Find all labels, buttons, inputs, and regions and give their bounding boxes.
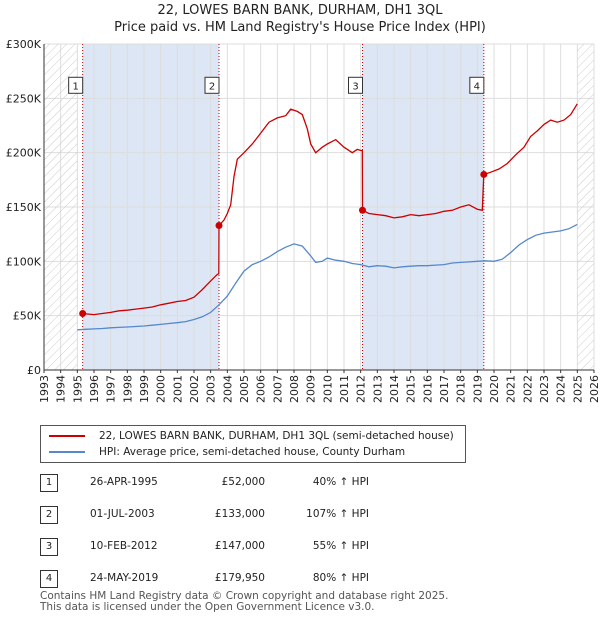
x-tick-label: 1996 [88, 375, 101, 403]
y-tick-label: £0 [27, 364, 41, 377]
x-tick-label: 2024 [555, 375, 568, 403]
x-tick-label: 1998 [121, 375, 134, 403]
x-tick-label: 1994 [55, 375, 68, 403]
sale-number-box [469, 76, 485, 94]
y-tick-label: £100K [6, 255, 42, 268]
x-tick-label: 2015 [405, 375, 418, 403]
sale-point [79, 309, 87, 317]
transaction-price: £147,000 [214, 540, 265, 552]
x-tick-label: 2003 [205, 375, 218, 403]
transaction-number: 3 [40, 538, 58, 556]
chart-title-address: 22, LOWES BARN BANK, DURHAM, DH1 3QL [157, 3, 443, 18]
y-tick-label: £50K [13, 310, 42, 323]
transaction-price: £179,950 [214, 572, 265, 584]
x-tick-label: 2013 [371, 375, 384, 403]
x-tick-label: 2008 [288, 375, 301, 403]
x-tick-label: 2021 [505, 375, 518, 403]
sale-number-label: 3 [352, 81, 358, 92]
transaction-date: 26-APR-1995 [90, 476, 158, 488]
y-tick-label: £200K [6, 147, 42, 160]
price-paid-line [82, 103, 578, 316]
x-tick-label: 2022 [521, 375, 534, 403]
legend-swatch-hpi [49, 451, 85, 453]
no-data-hatch [44, 44, 78, 370]
chart-subtitle: Price paid vs. HM Land Registry's House … [114, 20, 486, 35]
sale-number-box [68, 76, 84, 94]
sale-point [359, 206, 366, 214]
transaction-hpi-change: 107% ↑ HPI [306, 508, 369, 520]
table-row: 2 01-JUL-2003 £133,000 107% ↑ HPI [40, 506, 480, 524]
sale-number-box [348, 76, 363, 94]
x-tick-label: 1993 [38, 375, 51, 403]
x-tick-label: 2005 [238, 375, 251, 403]
x-tick-label: 2011 [338, 375, 351, 403]
legend-label-hpi: HPI: Average price, semi-detached house,… [99, 446, 406, 458]
transaction-date: 24-MAY-2019 [90, 572, 159, 584]
x-tick-label: 2002 [188, 375, 201, 403]
sale-point [215, 221, 223, 229]
transaction-hpi-change: 55% ↑ HPI [312, 540, 369, 552]
x-tick-label: 2006 [255, 375, 268, 403]
x-tick-label: 2009 [305, 375, 318, 403]
x-tick-label: 2026 [588, 375, 600, 403]
x-tick-label: 2012 [355, 375, 368, 403]
transaction-hpi-change: 40% ↑ HPI [312, 476, 369, 488]
x-tick-label: 2025 [571, 375, 584, 403]
sale-number-label: 4 [474, 81, 480, 92]
x-tick-label: 2017 [438, 375, 451, 403]
legend-label-price: 22, LOWES BARN BANK, DURHAM, DH1 3QL (se… [99, 430, 454, 442]
table-row: 1 26-APR-1995 £52,000 40% ↑ HPI [40, 474, 480, 492]
table-row: 4 24-MAY-2019 £179,950 80% ↑ HPI [40, 570, 480, 588]
transaction-date: 10-FEB-2012 [90, 540, 158, 552]
x-tick-label: 2010 [321, 375, 334, 403]
transaction-number: 1 [40, 474, 58, 492]
sale-number-label: 2 [209, 81, 215, 92]
x-tick-label: 1997 [105, 375, 118, 403]
x-tick-label: 2000 [155, 375, 168, 403]
x-tick-label: 2004 [221, 375, 234, 403]
sale-point [480, 170, 488, 178]
x-tick-label: 2023 [538, 375, 551, 403]
no-data-hatch [577, 44, 594, 370]
x-tick-label: 2014 [388, 375, 401, 403]
table-row: 3 10-FEB-2012 £147,000 55% ↑ HPI [40, 538, 480, 556]
transaction-price: £133,000 [214, 508, 265, 520]
legend-item-hpi: HPI: Average price, semi-detached house,… [41, 444, 405, 460]
x-tick-label: 2019 [471, 375, 484, 403]
x-tick-label: 1999 [138, 375, 151, 403]
sale-number-box [204, 76, 220, 94]
x-tick-label: 2020 [488, 375, 501, 403]
transaction-date: 01-JUL-2003 [90, 508, 155, 520]
transaction-number: 2 [40, 506, 58, 524]
legend-item-price: 22, LOWES BARN BANK, DURHAM, DH1 3QL (se… [41, 428, 454, 444]
sale-number-label: 1 [72, 81, 78, 92]
price-chart: 1 2 3 4 £0 £50K £100K £150K £200K £250K £300K 199… [6, 38, 600, 403]
footer-licence: This data is licensed under the Open Gov… [40, 601, 375, 613]
legend-swatch-price [49, 435, 85, 437]
transaction-hpi-change: 80% ↑ HPI [312, 572, 369, 584]
x-tick-label: 2001 [171, 375, 184, 403]
x-tick-label: 2018 [455, 375, 468, 403]
x-tick-label: 1995 [71, 375, 84, 403]
y-tick-label: £150K [6, 201, 42, 214]
y-tick-label: £300K [6, 38, 42, 51]
transaction-number: 4 [40, 570, 58, 588]
x-tick-label: 2007 [271, 375, 284, 403]
footer-copyright: Contains HM Land Registry data © Crown c… [40, 590, 449, 602]
y-tick-label: £250K [6, 92, 42, 105]
chart-legend: 22, LOWES BARN BANK, DURHAM, DH1 3QL (se… [40, 425, 466, 463]
transaction-price: £52,000 [221, 476, 265, 488]
hpi-line [77, 223, 578, 331]
x-tick-label: 2016 [421, 375, 434, 403]
